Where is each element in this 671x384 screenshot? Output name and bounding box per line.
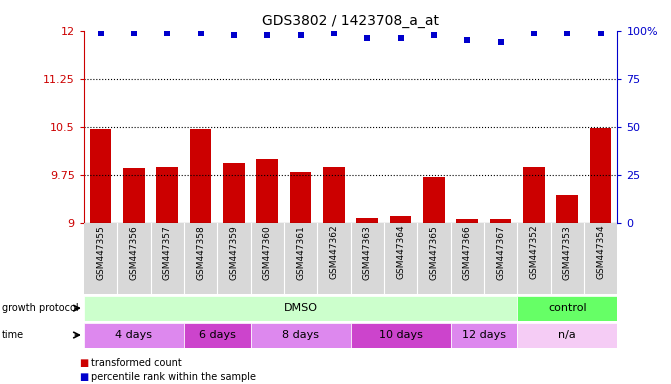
Text: ■: ■ <box>79 358 89 368</box>
Bar <box>584 223 617 294</box>
Text: GSM447356: GSM447356 <box>130 225 138 280</box>
Bar <box>117 223 150 294</box>
Point <box>329 30 340 36</box>
Text: GSM447362: GSM447362 <box>329 225 338 280</box>
Point <box>162 30 172 36</box>
Text: GSM447360: GSM447360 <box>263 225 272 280</box>
Point <box>495 39 506 45</box>
Bar <box>451 323 517 348</box>
Text: GSM447363: GSM447363 <box>363 225 372 280</box>
Text: GSM447353: GSM447353 <box>563 225 572 280</box>
Bar <box>84 296 517 321</box>
Bar <box>123 168 145 223</box>
Text: GSM447364: GSM447364 <box>396 225 405 280</box>
Text: GSM447365: GSM447365 <box>429 225 438 280</box>
Text: time: time <box>2 330 24 340</box>
Text: GSM447355: GSM447355 <box>96 225 105 280</box>
Point <box>429 31 440 38</box>
Bar <box>217 223 250 294</box>
Point <box>129 30 140 36</box>
Bar <box>90 129 111 223</box>
Text: GSM447361: GSM447361 <box>296 225 305 280</box>
Bar <box>456 219 478 223</box>
Bar <box>556 195 578 223</box>
Text: n/a: n/a <box>558 330 576 340</box>
Bar <box>317 223 351 294</box>
Bar <box>356 218 378 223</box>
Point <box>229 31 240 38</box>
Bar <box>517 223 551 294</box>
Text: percentile rank within the sample: percentile rank within the sample <box>91 372 256 382</box>
Bar <box>84 223 117 294</box>
Point <box>295 31 306 38</box>
Bar <box>284 223 317 294</box>
Bar <box>256 159 278 223</box>
Point <box>562 30 572 36</box>
Title: GDS3802 / 1423708_a_at: GDS3802 / 1423708_a_at <box>262 14 439 28</box>
Text: 10 days: 10 days <box>378 330 423 340</box>
Bar <box>451 223 484 294</box>
Point <box>195 30 206 36</box>
Text: 4 days: 4 days <box>115 330 152 340</box>
Text: GSM447367: GSM447367 <box>496 225 505 280</box>
Bar <box>184 223 217 294</box>
Bar <box>423 177 445 223</box>
Bar <box>250 323 351 348</box>
Text: GSM447352: GSM447352 <box>529 225 538 280</box>
Bar <box>156 167 178 223</box>
Point <box>595 30 606 36</box>
Bar <box>417 223 451 294</box>
Point <box>529 30 539 36</box>
Text: transformed count: transformed count <box>91 358 181 368</box>
Bar <box>517 296 617 321</box>
Text: GSM447359: GSM447359 <box>229 225 238 280</box>
Text: GSM447366: GSM447366 <box>463 225 472 280</box>
Text: 6 days: 6 days <box>199 330 236 340</box>
Text: control: control <box>548 303 586 313</box>
Bar <box>490 219 511 223</box>
Bar <box>351 223 384 294</box>
Bar <box>150 223 184 294</box>
Bar <box>384 223 417 294</box>
Text: GSM447357: GSM447357 <box>163 225 172 280</box>
Text: GSM447354: GSM447354 <box>596 225 605 280</box>
Text: 8 days: 8 days <box>282 330 319 340</box>
Bar <box>323 167 345 223</box>
Bar <box>523 167 545 223</box>
Bar <box>223 163 245 223</box>
Bar <box>590 128 611 223</box>
Text: growth protocol: growth protocol <box>2 303 79 313</box>
Bar <box>250 223 284 294</box>
Text: GSM447358: GSM447358 <box>196 225 205 280</box>
Bar <box>184 323 250 348</box>
Text: 12 days: 12 days <box>462 330 506 340</box>
Bar <box>484 223 517 294</box>
Bar <box>190 129 211 223</box>
Point <box>395 35 406 41</box>
Bar <box>551 223 584 294</box>
Text: DMSO: DMSO <box>284 303 317 313</box>
Bar <box>290 172 311 223</box>
Bar <box>390 216 411 223</box>
Point <box>462 37 472 43</box>
Point <box>95 30 106 36</box>
Point <box>262 31 272 38</box>
Bar <box>351 323 451 348</box>
Text: ■: ■ <box>79 372 89 382</box>
Bar <box>517 323 617 348</box>
Bar <box>84 323 184 348</box>
Point <box>362 35 372 41</box>
